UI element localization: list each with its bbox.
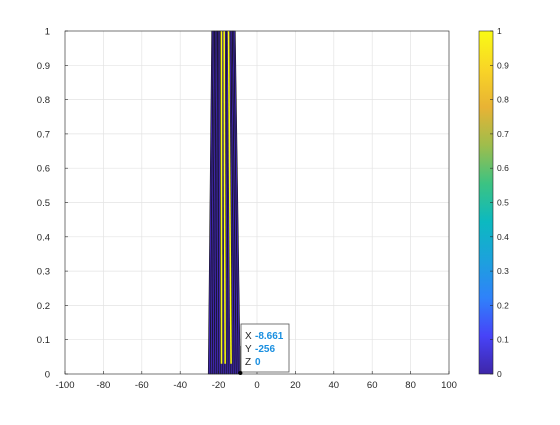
- x-tick-label: 0: [254, 380, 259, 391]
- y-tick-label: 0.6: [37, 164, 50, 175]
- y-tick-label: 0.7: [37, 129, 50, 140]
- datatip-x-label: X: [245, 331, 252, 342]
- datatip-y-value: -256: [255, 344, 275, 355]
- y-tick-label: 0.2: [37, 301, 50, 312]
- colorbar-tick-label: 0.7: [497, 129, 509, 139]
- y-tick-label: 0.4: [37, 232, 50, 243]
- surface-band: [208, 31, 240, 374]
- datatip-z-label: Z: [245, 357, 251, 368]
- y-tick-label: 0.5: [37, 198, 50, 209]
- colorbar-tick-label: 0.5: [497, 198, 509, 208]
- y-tick-label: 1: [45, 27, 50, 38]
- datatip-y-label: Y: [245, 344, 252, 355]
- datatip[interactable]: X -8.661 Y -256 Z 0: [238, 324, 289, 375]
- datatip-z-value: 0: [255, 357, 261, 368]
- datatip-marker[interactable]: [238, 371, 242, 375]
- x-tick-label: -20: [212, 380, 226, 391]
- x-tick-label: -80: [97, 380, 111, 391]
- x-tick-label: -60: [135, 380, 149, 391]
- y-tick-label: 0.9: [37, 61, 50, 72]
- x-tick-label: -100: [55, 380, 74, 391]
- colorbar-tick-label: 0.2: [497, 300, 509, 310]
- x-tick-label: -40: [173, 380, 187, 391]
- colorbar-tick-label: 1: [497, 26, 502, 36]
- colorbar-tick-label: 0: [497, 369, 502, 379]
- y-axis: 0 0.1 0.2 0.3 0.4 0.5 0.6 0.7 0.8 0.9 1: [37, 27, 68, 381]
- colorbar-tick-label: 0.4: [497, 232, 509, 242]
- x-tick-label: 100: [441, 380, 457, 391]
- colorbar-tick-label: 0.9: [497, 60, 509, 70]
- datatip-x-value: -8.661: [255, 331, 284, 342]
- x-tick-label: 60: [367, 380, 378, 391]
- y-tick-label: 0.1: [37, 335, 50, 346]
- surface-peak-line: [224, 31, 225, 364]
- x-tick-label: 20: [290, 380, 301, 391]
- x-tick-label: 40: [329, 380, 340, 391]
- colorbar-tick-label: 0.3: [497, 266, 509, 276]
- x-tick-label: 80: [405, 380, 416, 391]
- colorbar-tick-label: 0.6: [497, 163, 509, 173]
- y-tick-label: 0: [45, 370, 50, 381]
- y-tick-label: 0.8: [37, 95, 50, 106]
- colorbar-tick-label: 0.8: [497, 95, 509, 105]
- y-tick-label: 0.3: [37, 267, 50, 278]
- colorbar-tick-label: 0.1: [497, 335, 509, 345]
